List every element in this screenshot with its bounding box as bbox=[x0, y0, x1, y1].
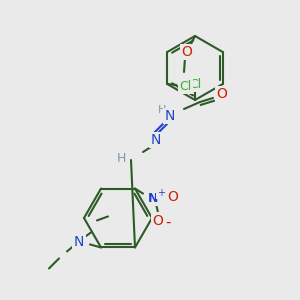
Text: O: O bbox=[182, 45, 192, 59]
Text: O: O bbox=[153, 214, 164, 228]
Text: N: N bbox=[148, 192, 158, 205]
Text: +: + bbox=[157, 188, 165, 198]
Text: N: N bbox=[151, 133, 161, 147]
Text: O: O bbox=[217, 87, 227, 101]
Text: O: O bbox=[168, 190, 178, 204]
Text: Cl: Cl bbox=[179, 80, 191, 92]
Text: H: H bbox=[116, 152, 126, 164]
Text: H: H bbox=[158, 105, 166, 115]
Text: Cl: Cl bbox=[189, 77, 201, 91]
Text: -: - bbox=[165, 215, 171, 230]
Text: N: N bbox=[165, 109, 175, 123]
Text: N: N bbox=[74, 236, 84, 249]
